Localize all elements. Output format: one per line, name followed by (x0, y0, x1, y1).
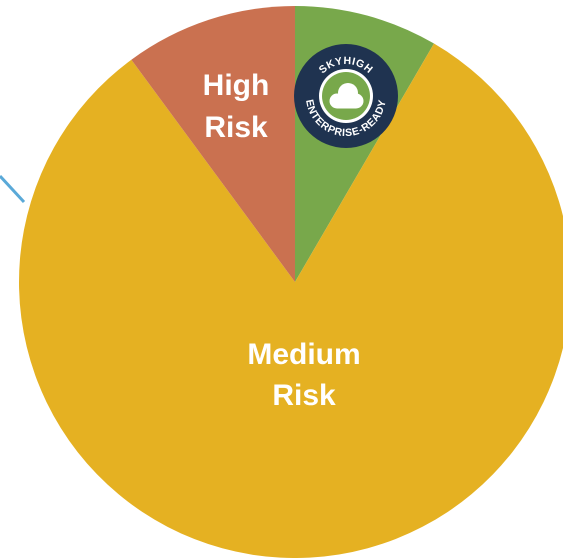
pie-labels: High Risk Medium Risk (203, 69, 361, 412)
pie-slice-medium (19, 43, 563, 558)
slice-label-high-risk-line2: Risk (204, 111, 268, 144)
connector-line (0, 174, 26, 204)
pie-slices (19, 6, 563, 558)
slice-label-medium-risk-line2: Risk (272, 379, 336, 412)
slice-label-medium-risk-line1: Medium (247, 338, 360, 371)
skyhigh-enterprise-ready-badge: SKYHIGH ENTERPRISE-READY (294, 44, 398, 148)
cloud-icon (329, 83, 364, 109)
pie-slice-high (131, 6, 295, 282)
slice-label-high-risk-line1: High (203, 69, 270, 102)
